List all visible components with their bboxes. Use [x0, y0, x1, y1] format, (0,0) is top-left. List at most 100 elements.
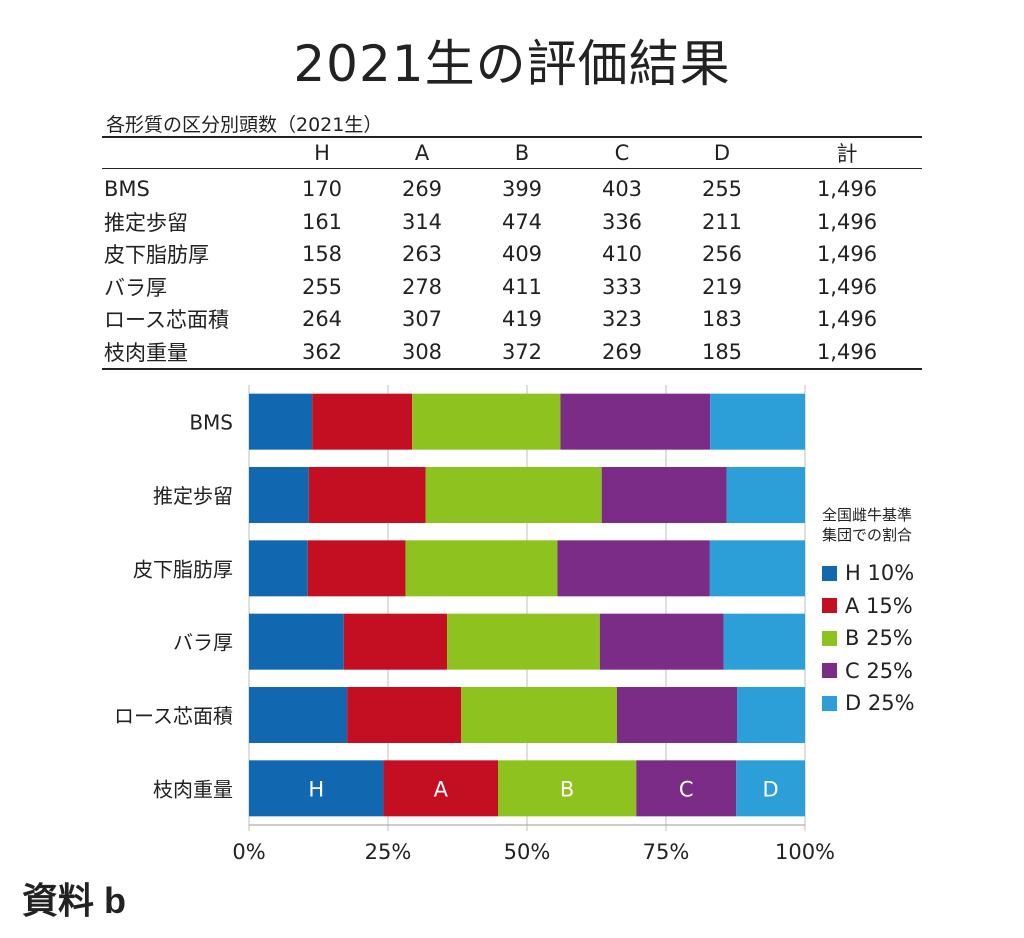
- bar-segment-c: [599, 613, 724, 670]
- table-row: バラ厚 255 278 411 333 219 1,496: [102, 271, 922, 304]
- chart-legend: 全国雌牛基準 集団での割合 H 10% A 15% B 25% C 25% D …: [822, 505, 915, 720]
- bar-segment-b: [412, 393, 561, 450]
- cell: 307: [401, 307, 443, 332]
- cell: 255: [301, 274, 343, 299]
- bar-segment-h: [249, 393, 313, 450]
- cell: 161: [301, 209, 343, 234]
- category-label: 枝肉重量: [153, 777, 233, 801]
- segment-label: D: [763, 777, 779, 801]
- bar-segment-a: [308, 467, 426, 523]
- x-tick-label: 25%: [365, 840, 412, 864]
- table-row: ロース芯面積 264 307 419 323 183 1,496: [102, 303, 922, 336]
- cell: 158: [301, 242, 343, 267]
- cell: 410: [601, 242, 643, 267]
- segment-label: A: [434, 777, 449, 801]
- legend-swatch-d: [822, 695, 837, 711]
- bar-segment-d: [709, 540, 805, 597]
- cell: 278: [401, 274, 443, 299]
- category-label: BMS: [189, 411, 233, 435]
- bar-segment-h: [249, 540, 308, 597]
- segment-label: H: [308, 777, 324, 801]
- bar-segment-a: [383, 760, 499, 817]
- cell: 411: [501, 274, 543, 299]
- row-label: ロース芯面積: [104, 308, 229, 333]
- legend-item-a: A 15%: [822, 590, 915, 623]
- x-tick-label: 0%: [232, 840, 265, 864]
- bar-segment-c: [557, 540, 710, 597]
- cell: 263: [401, 242, 443, 267]
- cell: 219: [701, 274, 743, 299]
- bar-segment-h: [249, 760, 384, 817]
- legend-item-d: D 25%: [822, 687, 915, 720]
- legend-title: 全国雌牛基準 集団での割合: [822, 505, 915, 545]
- bar-segment-b: [447, 613, 600, 670]
- header-a: A: [372, 136, 472, 169]
- grade-count-table: H A B C D 計 BMS 170 269 399 403 255 1,49…: [102, 136, 922, 370]
- bar-segment-h: [249, 687, 348, 743]
- segment-label: C: [679, 777, 694, 801]
- bar-segment-d: [736, 687, 805, 743]
- cell: 372: [472, 335, 572, 370]
- bar-segment-a: [343, 613, 448, 670]
- header-h: H: [272, 136, 372, 169]
- cell: 323: [601, 307, 643, 332]
- bar-segment-a: [312, 393, 413, 450]
- page-title: 2021生の評価結果: [293, 35, 731, 93]
- bar-segment-c: [601, 467, 727, 523]
- bar-segment-d: [736, 760, 805, 817]
- cell: 336: [601, 209, 643, 234]
- legend-title-line: 集団での割合: [822, 526, 913, 544]
- legend-swatch-h: [822, 565, 837, 581]
- cell: 170: [301, 177, 343, 202]
- cell: 269: [401, 177, 443, 202]
- cell: 1,496: [816, 209, 878, 234]
- table-row: 枝肉重量 362 308 372 269 185 1,496: [102, 335, 922, 370]
- cell: 185: [672, 335, 772, 370]
- bar-segment-b: [498, 760, 637, 817]
- legend-item-b: B 25%: [822, 622, 915, 655]
- bar-segment-b: [425, 467, 602, 523]
- cell: 314: [401, 209, 443, 234]
- bar-segment-c: [616, 687, 737, 743]
- category-label: ロース芯面積: [114, 704, 233, 728]
- legend-label-h: H 10%: [845, 561, 915, 586]
- cell: 419: [501, 307, 543, 332]
- cell: 1,496: [772, 335, 922, 370]
- row-label: BMS: [104, 177, 150, 202]
- bar-segment-b: [461, 687, 617, 743]
- legend-label-a: A 15%: [845, 593, 913, 618]
- row-label: 枝肉重量: [102, 335, 272, 370]
- table-row: 推定歩留 161 314 474 336 211 1,496: [102, 206, 922, 239]
- bar-segment-a: [347, 687, 462, 743]
- cell: 1,496: [816, 177, 878, 202]
- legend-item-h: H 10%: [822, 557, 915, 590]
- cell: 362: [272, 335, 372, 370]
- header-c: C: [572, 136, 672, 169]
- legend-swatch-a: [822, 598, 837, 614]
- category-label: バラ厚: [173, 631, 233, 655]
- cell: 1,496: [816, 307, 878, 332]
- header-b: B: [472, 136, 572, 169]
- cell: 409: [501, 242, 543, 267]
- category-label: 皮下脂肪厚: [133, 557, 233, 581]
- segment-label: B: [560, 777, 574, 801]
- bar-segment-c: [636, 760, 737, 817]
- bar-segment-d: [723, 613, 805, 670]
- cell: 183: [701, 307, 743, 332]
- legend-label-c: C 25%: [845, 658, 914, 683]
- category-label: 推定歩留: [153, 484, 233, 508]
- x-tick-label: 75%: [643, 840, 690, 864]
- cell: 399: [501, 177, 543, 202]
- source-label: 資料 b: [22, 880, 126, 921]
- row-label: バラ厚: [104, 275, 167, 300]
- bar-segment-h: [249, 613, 344, 670]
- legend-label-d: D 25%: [845, 691, 915, 716]
- cell: 403: [601, 177, 643, 202]
- bar-segment-c: [560, 393, 711, 450]
- bar-segment-d: [726, 467, 805, 523]
- cell: 333: [601, 274, 643, 299]
- cell: 474: [501, 209, 543, 234]
- cell: 211: [701, 209, 743, 234]
- bar-segment-h: [249, 467, 309, 523]
